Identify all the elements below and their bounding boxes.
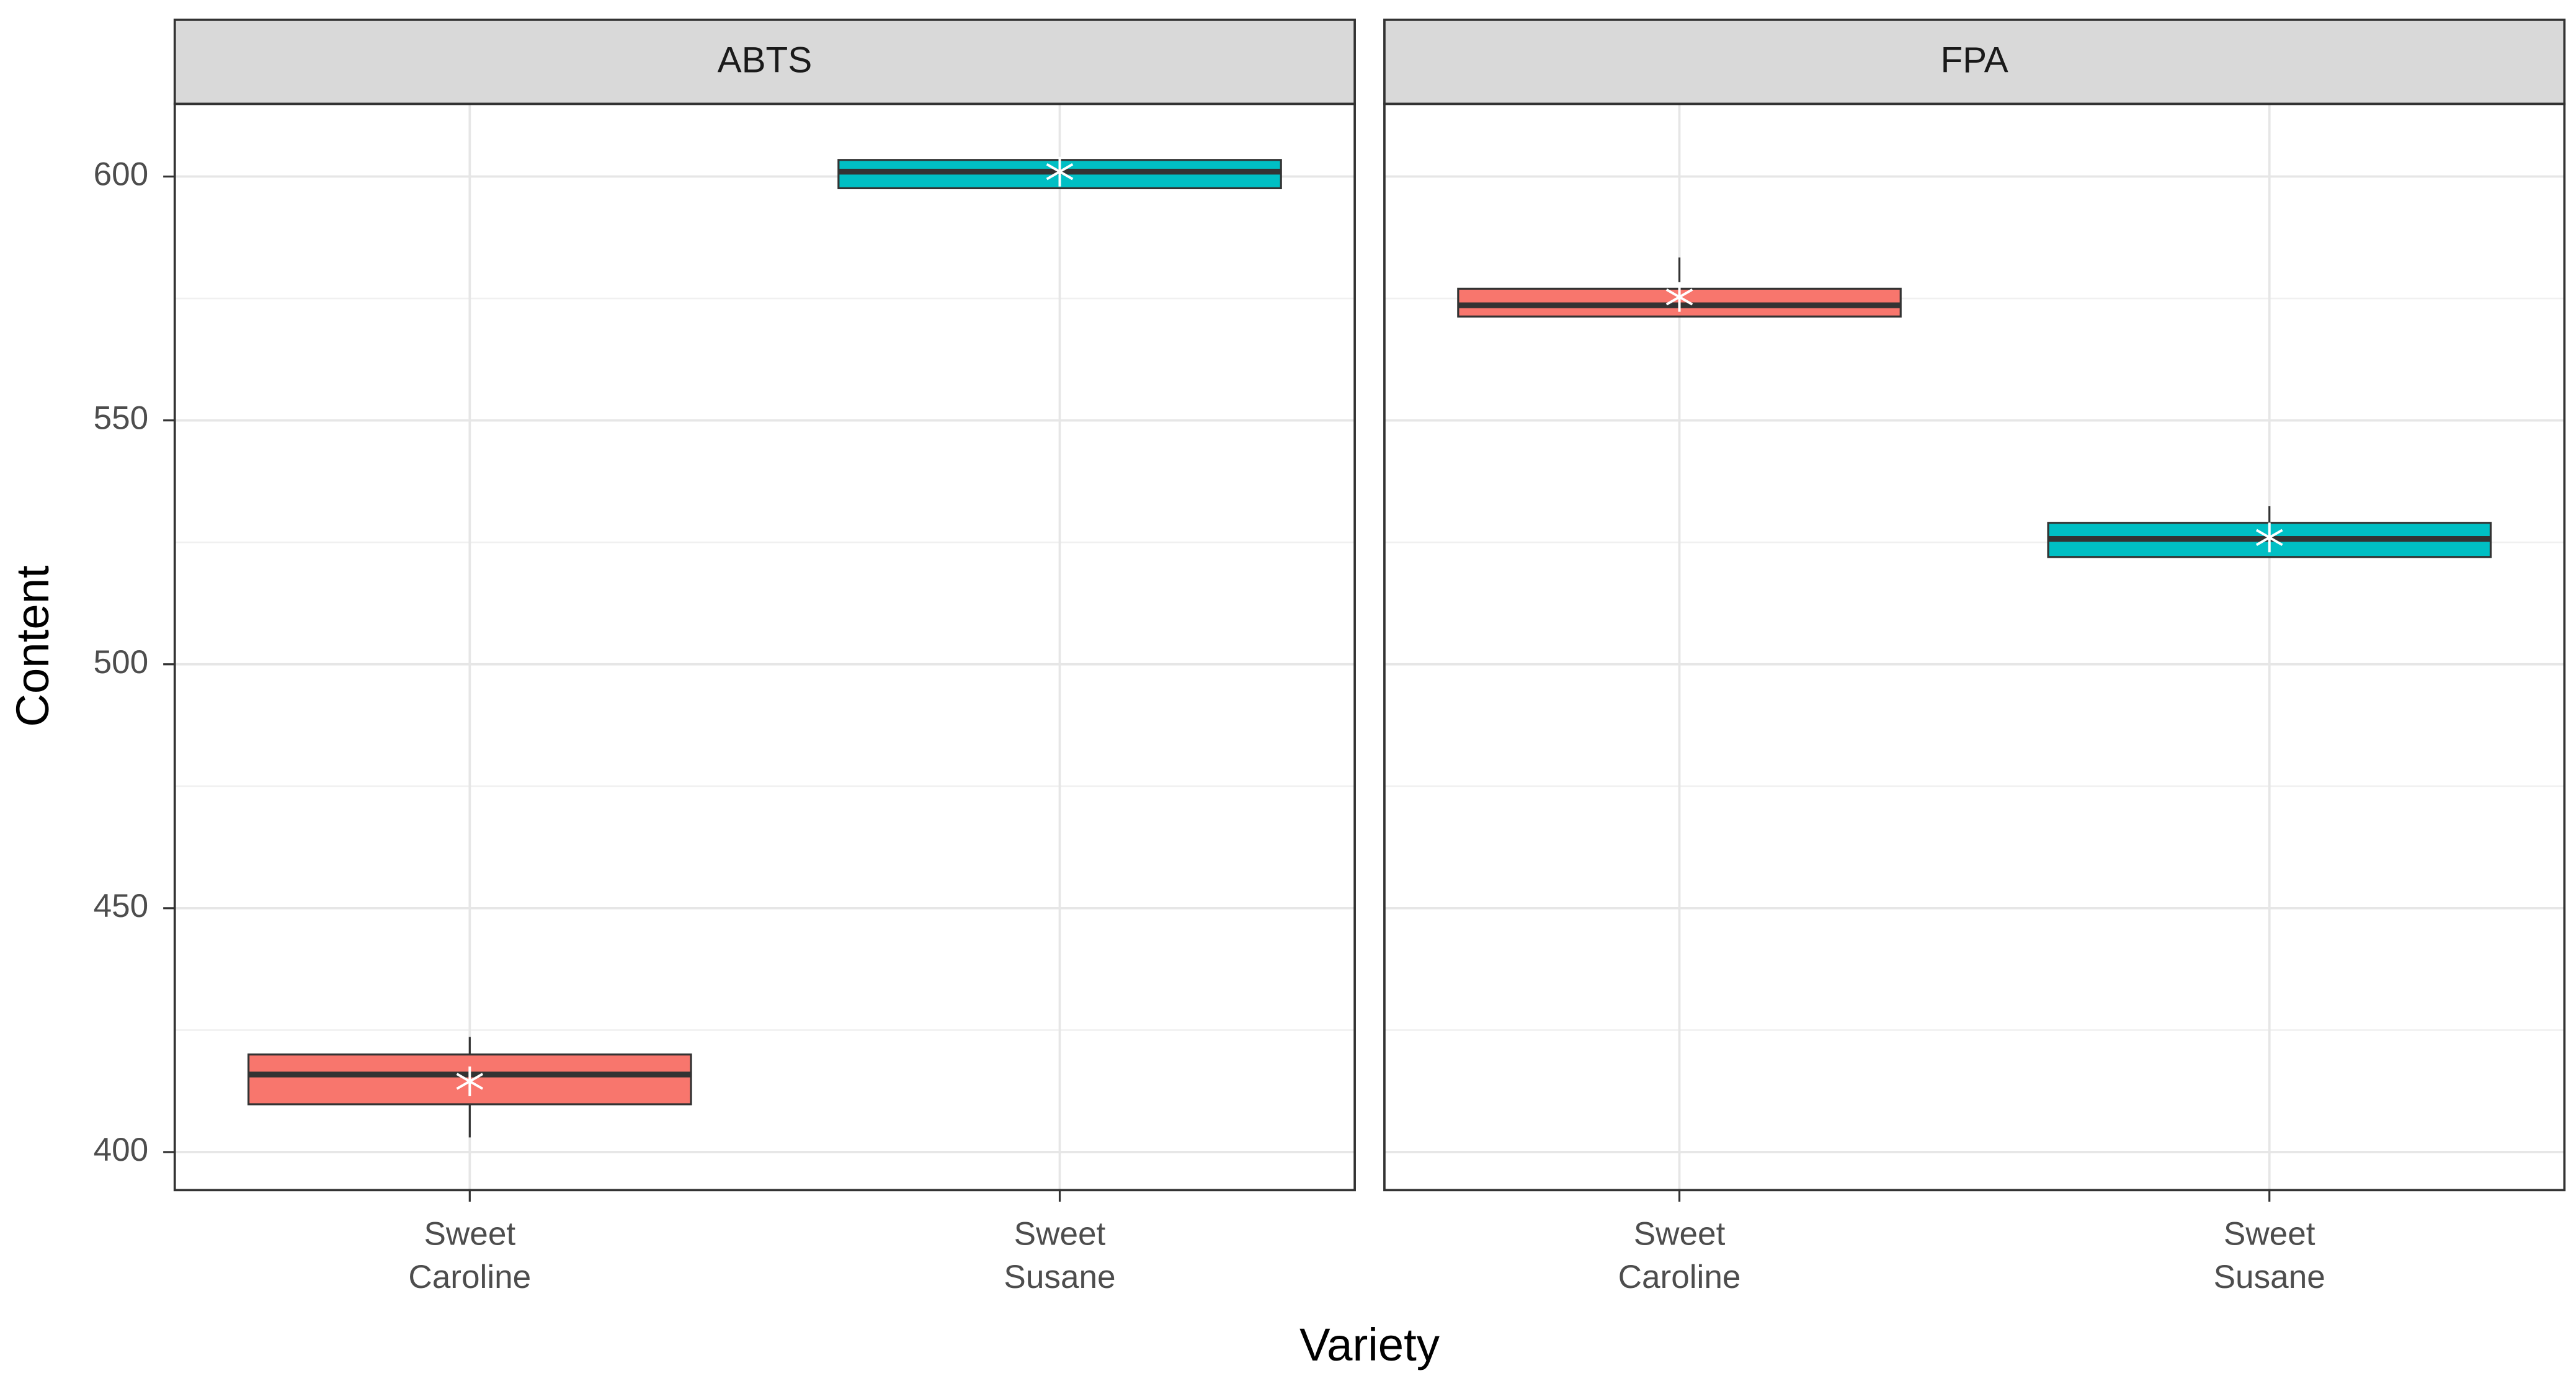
mean-marker bbox=[456, 1066, 484, 1096]
mean-stroke bbox=[2255, 529, 2283, 547]
mean-marker bbox=[2255, 522, 2283, 553]
mean-stroke bbox=[1046, 163, 1074, 181]
y-tick-label: 600 bbox=[94, 156, 149, 193]
strip-label: FPA bbox=[1940, 40, 2008, 80]
panel-border bbox=[1383, 102, 2566, 1192]
y-tick-label: 550 bbox=[94, 400, 149, 437]
y-tick-label: 450 bbox=[94, 888, 149, 924]
strip bbox=[1383, 19, 2566, 105]
mean-stroke bbox=[456, 1073, 484, 1090]
x-tick-label: Sweet Caroline bbox=[408, 1216, 531, 1295]
x-tick-label: Sweet Susane bbox=[2214, 1216, 2325, 1295]
x-tick-label: Sweet Susane bbox=[1004, 1216, 1115, 1295]
x-tick-label: Sweet Caroline bbox=[1618, 1216, 1741, 1295]
mean-stroke bbox=[1665, 288, 1693, 306]
x-axis-title: Variety bbox=[1299, 1319, 1440, 1370]
y-axis-title: Content bbox=[7, 565, 58, 727]
mean-marker bbox=[1665, 282, 1693, 312]
strip bbox=[173, 19, 1356, 105]
y-tick-label: 400 bbox=[94, 1132, 149, 1168]
strip-label: ABTS bbox=[718, 40, 813, 80]
y-tick-label: 500 bbox=[94, 644, 149, 681]
panel-border bbox=[173, 102, 1356, 1192]
mean-marker bbox=[1046, 156, 1074, 187]
